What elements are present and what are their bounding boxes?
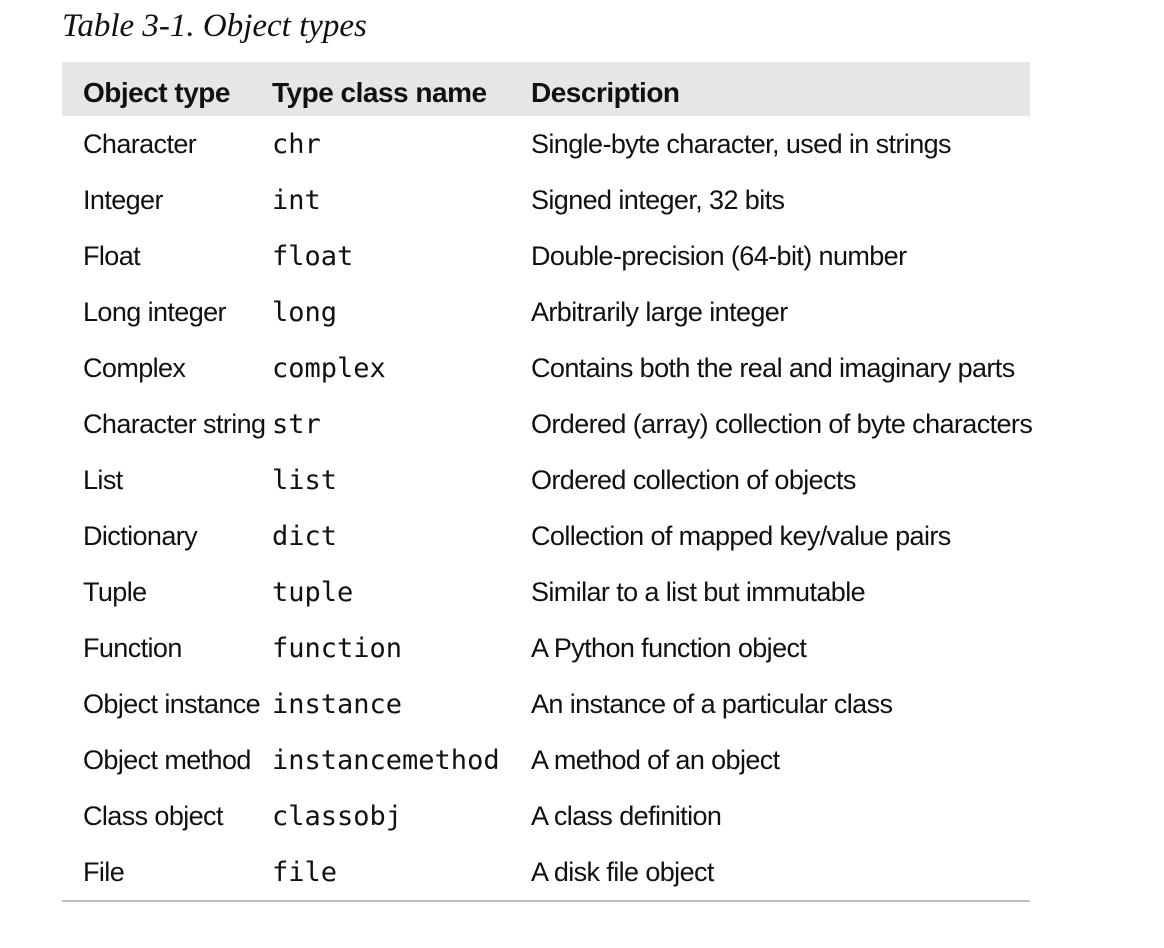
type-class-name-cell: tuple: [272, 576, 354, 608]
description-cell: A method of an object: [531, 744, 780, 775]
table-header-row: Object type Type class name Description: [62, 62, 1030, 116]
table-row: Long integer long Arbitrarily large inte…: [62, 284, 1030, 340]
type-class-name-cell: instancemethod: [272, 744, 500, 776]
type-class-name-cell: complex: [272, 352, 386, 384]
table-row: Character chr Single-byte character, use…: [62, 116, 1030, 172]
object-types-table-container: Object type Type class name Description …: [62, 62, 1033, 902]
object-type-cell: Class object: [83, 800, 223, 831]
table-row: Integer int Signed integer, 32 bits: [62, 172, 1030, 228]
table-row: Float float Double-precision (64-bit) nu…: [62, 228, 1030, 284]
object-type-cell: Long integer: [83, 296, 227, 327]
description-cell: Arbitrarily large integer: [531, 296, 788, 327]
type-class-name-cell: instance: [272, 688, 403, 720]
table-row: Object method instancemethod A method of…: [62, 732, 1030, 788]
table-row: File file A disk file object: [62, 844, 1030, 900]
table-row: Complex complex Contains both the real a…: [62, 340, 1030, 396]
description-cell: Ordered collection of objects: [531, 464, 856, 495]
object-type-cell: Tuple: [83, 576, 147, 607]
description-cell: A disk file object: [531, 856, 714, 887]
table-row: Dictionary dict Collection of mapped key…: [62, 508, 1030, 564]
table-row: Character string str Ordered (array) col…: [62, 396, 1033, 452]
type-class-name-cell: function: [272, 632, 403, 664]
type-class-name-cell: classobj: [272, 800, 403, 832]
type-class-name-cell: str: [272, 408, 321, 440]
table-body: Character chr Single-byte character, use…: [62, 116, 1033, 900]
header-description: Description: [531, 77, 680, 108]
table-row: Tuple tuple Similar to a list but immuta…: [62, 564, 1030, 620]
description-cell: Similar to a list but immutable: [531, 576, 866, 607]
description-cell: Contains both the real and imaginary par…: [531, 352, 1015, 383]
object-type-cell: Object method: [83, 744, 251, 775]
description-cell: Signed integer, 32 bits: [531, 184, 785, 215]
object-type-cell: Object instance: [83, 688, 261, 719]
description-cell: Double-precision (64-bit) number: [531, 240, 907, 271]
type-class-name-cell: int: [272, 184, 321, 216]
type-class-name-cell: float: [272, 240, 354, 272]
object-type-cell: Float: [83, 240, 141, 271]
type-class-name-cell: long: [272, 296, 338, 328]
table-header: Object type Type class name Description: [62, 62, 1030, 116]
description-cell: A Python function object: [531, 632, 807, 663]
object-type-cell: Function: [83, 632, 182, 663]
object-type-cell: File: [83, 856, 125, 887]
description-cell: Collection of mapped key/value pairs: [531, 520, 951, 551]
table-row: List list Ordered collection of objects: [62, 452, 1030, 508]
table-row: Class object classobj A class definition: [62, 788, 1030, 844]
object-type-cell: List: [83, 464, 123, 495]
table-bottom-rule: [62, 900, 1030, 902]
type-class-name-cell: list: [272, 464, 338, 496]
header-type-class-name: Type class name: [272, 77, 487, 108]
object-type-cell: Integer: [83, 184, 163, 215]
object-type-cell: Complex: [83, 352, 186, 383]
header-object-type: Object type: [83, 77, 230, 108]
table-row: Object instance instance An instance of …: [62, 676, 1030, 732]
type-class-name-cell: dict: [272, 520, 338, 552]
object-type-cell: Character string: [83, 408, 266, 439]
object-types-table: Object type Type class name Description …: [62, 62, 1033, 900]
table-caption: Table 3-1. Object types: [62, 8, 367, 44]
description-cell: A class definition: [531, 800, 722, 831]
type-class-name-cell: chr: [272, 128, 321, 160]
description-cell: Single-byte character, used in strings: [531, 128, 952, 159]
object-type-cell: Character: [83, 128, 197, 159]
description-cell: Ordered (array) collection of byte chara…: [531, 408, 1033, 439]
description-cell: An instance of a particular class: [531, 688, 893, 719]
object-type-cell: Dictionary: [83, 520, 198, 551]
table-row: Function function A Python function obje…: [62, 620, 1030, 676]
type-class-name-cell: file: [272, 856, 338, 888]
